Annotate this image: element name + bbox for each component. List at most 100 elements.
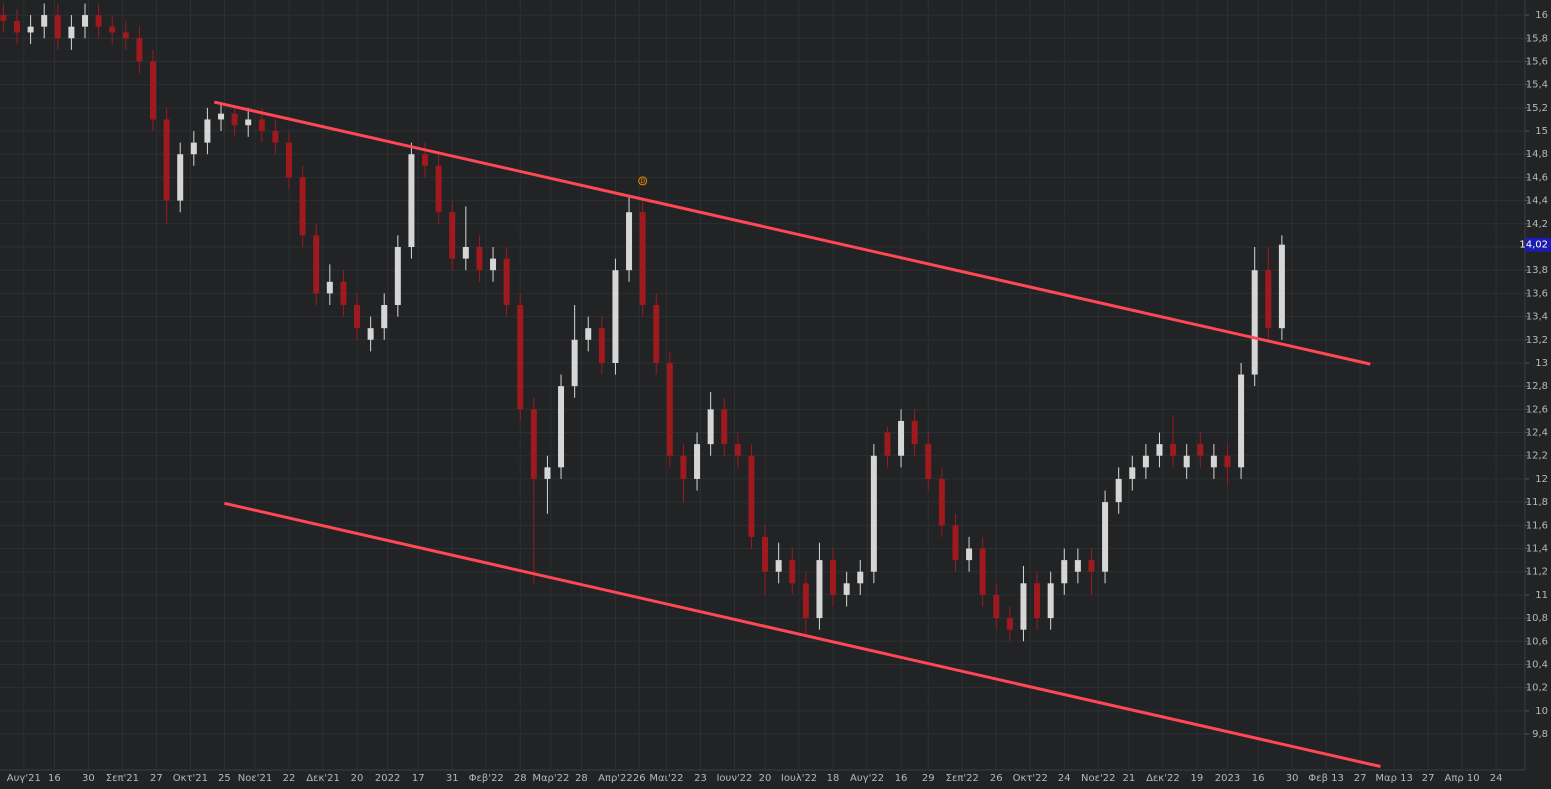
x-tick-label: Απρ 10 xyxy=(1445,773,1480,784)
y-tick-label: 12,8 xyxy=(1526,381,1548,392)
candle-body xyxy=(394,247,401,305)
x-tick-label: Οκτ'22 xyxy=(1013,773,1048,784)
candle-body xyxy=(762,536,769,572)
candle-body xyxy=(1074,560,1081,572)
candle-body xyxy=(381,304,388,329)
y-tick-label: 12,2 xyxy=(1526,451,1548,462)
candle-body xyxy=(286,142,293,178)
y-tick-label: 14,6 xyxy=(1526,172,1548,183)
x-tick-label: 26 xyxy=(990,773,1003,784)
candle-body xyxy=(1238,374,1245,468)
candle-body xyxy=(1006,618,1013,630)
candle-body xyxy=(1278,244,1285,329)
candle-body xyxy=(653,304,660,363)
y-tick-label: 15,4 xyxy=(1526,80,1548,91)
candle-body xyxy=(41,15,48,27)
y-tick-label: 13,6 xyxy=(1526,288,1548,299)
candle-body xyxy=(82,15,89,27)
x-tick-label: Δεκ'22 xyxy=(1146,773,1180,784)
candle-body xyxy=(68,26,75,39)
candle-body xyxy=(816,560,823,619)
x-tick-label: 27 xyxy=(1422,773,1435,784)
candle-body xyxy=(938,478,945,526)
candle-body xyxy=(966,548,973,561)
candle-body xyxy=(1183,455,1190,468)
marker xyxy=(638,176,648,186)
last-price-label: 14,02 xyxy=(1519,240,1548,251)
candle-body xyxy=(598,328,605,363)
candle-body xyxy=(136,38,143,62)
candle-body xyxy=(789,560,796,584)
x-tick-label: 21 xyxy=(1123,773,1136,784)
candle-body xyxy=(530,409,537,479)
candle-body xyxy=(666,362,673,456)
candle-body xyxy=(517,304,524,410)
y-tick-label: 12,6 xyxy=(1526,404,1548,415)
candle-body xyxy=(449,212,456,259)
candle-body xyxy=(190,142,197,155)
x-tick-label: Μαρ 13 xyxy=(1375,773,1412,784)
candle-body xyxy=(993,594,1000,619)
candle-body xyxy=(694,444,701,479)
candle-body xyxy=(884,432,891,456)
candle-body xyxy=(1265,270,1272,329)
candle-body xyxy=(367,328,374,340)
candle-body xyxy=(707,409,714,445)
last-price-box xyxy=(1525,237,1551,252)
candle-body xyxy=(258,119,265,132)
candle-body xyxy=(1088,560,1095,572)
candle-body xyxy=(1156,444,1163,456)
candle-body xyxy=(0,15,7,21)
x-tick-label: 22 xyxy=(283,773,296,784)
x-tick-label: Ιουν'22 xyxy=(716,773,752,784)
trendline xyxy=(213,100,1371,366)
candle-body xyxy=(1020,583,1027,630)
x-tick-label: Απρ'22 xyxy=(598,773,633,784)
candle-body xyxy=(544,467,551,479)
x-tick-label: Οκτ'21 xyxy=(173,773,208,784)
candle-body xyxy=(326,281,333,294)
candle-body xyxy=(748,455,755,537)
y-tick-label: 10 xyxy=(1535,706,1548,717)
candle-body xyxy=(639,212,646,305)
candle-body xyxy=(585,328,592,340)
candle-body xyxy=(27,26,34,33)
x-tick-label: Φεβ'22 xyxy=(469,773,504,784)
candle-body xyxy=(898,420,905,456)
candle-body xyxy=(14,20,21,33)
x-tick-label: Σεπ'21 xyxy=(106,773,139,784)
x-tick-label: 16 xyxy=(48,773,61,784)
candle-body xyxy=(245,119,252,126)
y-tick-label: 13,4 xyxy=(1526,312,1548,323)
x-tick-label: Αυγ'21 xyxy=(7,773,41,784)
candle-body xyxy=(435,165,442,213)
candle-body xyxy=(1034,583,1041,619)
candle-body xyxy=(231,113,238,126)
x-tick-label: Μαι'22 xyxy=(649,773,683,784)
candle-body xyxy=(571,339,578,387)
candle-body xyxy=(979,548,986,595)
x-tick-label: Μαρ'22 xyxy=(532,773,569,784)
candle-body xyxy=(1170,444,1177,456)
candle-body xyxy=(272,131,279,143)
candle-body xyxy=(54,15,61,39)
y-tick-label: 11,8 xyxy=(1526,497,1548,508)
y-tick-label: 13 xyxy=(1535,358,1548,369)
candle-body xyxy=(857,571,864,584)
y-tick-label: 12 xyxy=(1535,474,1548,485)
y-tick-label: 10,4 xyxy=(1526,659,1548,670)
candle-body xyxy=(476,247,483,271)
y-tick-label: 11,2 xyxy=(1526,567,1548,578)
candle-body xyxy=(952,525,959,561)
candle-body xyxy=(775,560,782,572)
x-tick-label: Νοε'21 xyxy=(238,773,272,784)
candle-body xyxy=(1224,455,1231,468)
y-tick-label: 12,4 xyxy=(1526,428,1548,439)
x-tick-label: 27 xyxy=(150,773,163,784)
candle-body xyxy=(462,247,469,259)
candle-body xyxy=(612,270,619,363)
x-tick-label: 20 xyxy=(759,773,772,784)
candle-body xyxy=(1102,502,1109,572)
x-tick-label: 28 xyxy=(514,773,527,784)
